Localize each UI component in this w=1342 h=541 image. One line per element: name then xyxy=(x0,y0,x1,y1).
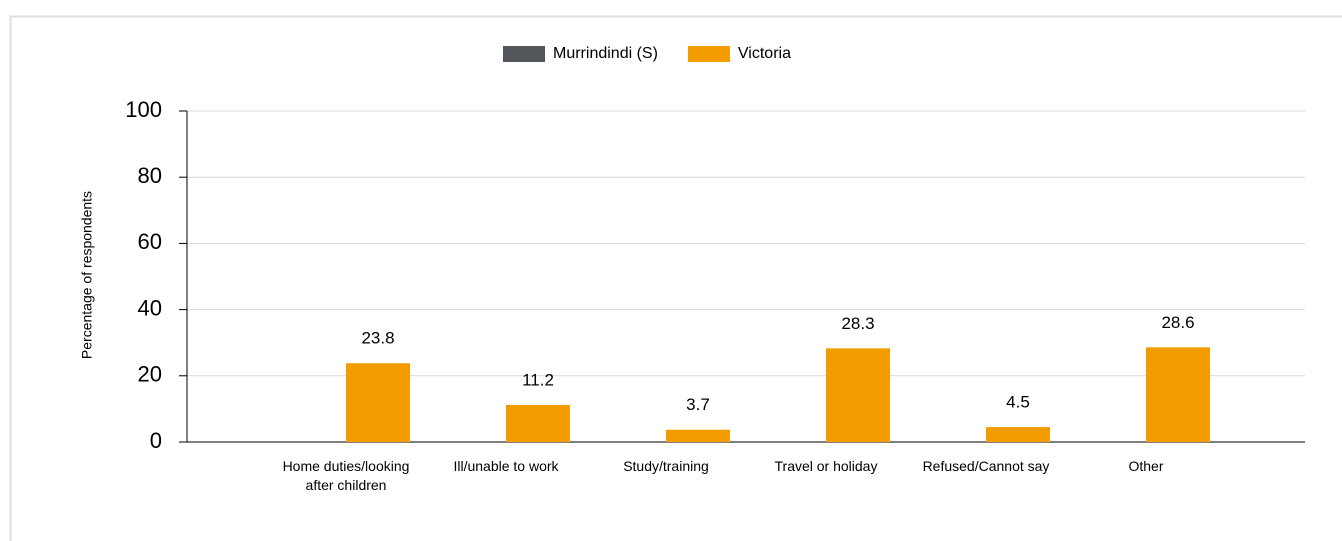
y-axis-label: Percentage of respondents xyxy=(79,191,95,359)
bar xyxy=(986,427,1050,442)
x-tick-label: Study/training xyxy=(623,458,709,474)
legend-label: Murrindindi (S) xyxy=(553,45,658,62)
bar xyxy=(1146,347,1210,442)
data-label: 3.7 xyxy=(686,395,710,414)
data-label: 23.8 xyxy=(361,329,394,348)
y-tick-label: 100 xyxy=(125,97,162,122)
bar xyxy=(346,363,410,442)
x-tick-label: Other xyxy=(1128,458,1163,474)
data-label: 11.2 xyxy=(522,370,554,389)
x-tick-label: Travel or holiday xyxy=(775,458,878,474)
x-tick-label: Home duties/looking after children xyxy=(283,458,410,493)
legend-label: Victoria xyxy=(738,45,791,62)
y-tick-label: 20 xyxy=(138,362,162,387)
x-tick-label: Refused/Cannot say xyxy=(923,458,1050,474)
y-tick-label: 40 xyxy=(138,295,162,320)
y-tick-label: 60 xyxy=(138,229,162,254)
bar xyxy=(666,429,730,442)
frame xyxy=(9,15,1342,541)
bar xyxy=(826,348,890,442)
legend-swatch xyxy=(503,46,545,62)
data-label: 28.6 xyxy=(1161,313,1194,332)
y-tick-label: 0 xyxy=(150,428,162,453)
y-tick-label: 80 xyxy=(138,163,162,188)
data-label: 28.3 xyxy=(841,314,874,333)
bar xyxy=(506,404,570,442)
data-label: 4.5 xyxy=(1006,393,1030,412)
x-tick-label: Ill/unable to work xyxy=(453,458,559,474)
legend-swatch xyxy=(687,46,730,62)
